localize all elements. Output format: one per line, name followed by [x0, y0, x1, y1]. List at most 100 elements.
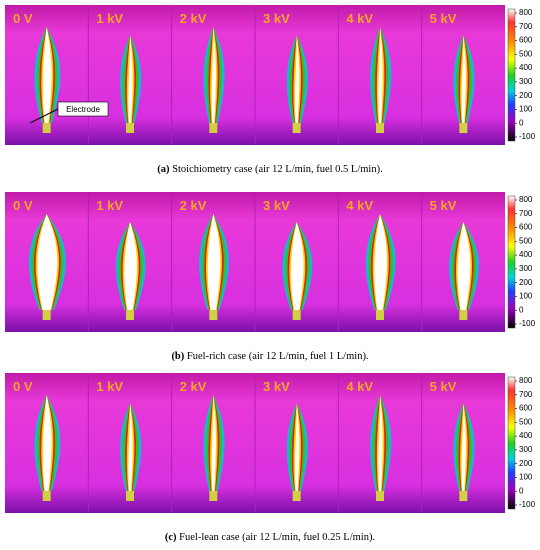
colorbar-tick-label: 500	[519, 236, 533, 245]
colorbar-tick-label: 400	[519, 63, 533, 72]
burner	[42, 310, 51, 320]
flame	[295, 403, 300, 491]
voltage-label: 0 V	[13, 11, 33, 26]
flame	[128, 403, 133, 491]
burner	[209, 491, 218, 501]
burner	[126, 491, 134, 501]
voltage-label: 3 kV	[263, 11, 290, 26]
colorbar	[507, 376, 516, 510]
colorbar-tick-label: 0	[519, 118, 524, 127]
caption-text: Fuel-lean case (air 12 L/min, fuel 0.25 …	[179, 532, 375, 543]
flame	[461, 35, 466, 123]
colorbar-tick-label: -100	[519, 132, 536, 141]
flame	[295, 35, 300, 123]
annotation: Electrode	[66, 105, 100, 114]
annotation-box	[57, 101, 109, 117]
caption-label: (a)	[157, 164, 170, 175]
burner	[376, 491, 384, 501]
colorbar-tick-label: 500	[519, 49, 533, 58]
colorbar-tick-label: 800	[519, 376, 533, 385]
flame	[461, 403, 466, 491]
voltage-label: 0 V	[13, 198, 33, 213]
voltage-label: 1 kV	[96, 379, 123, 394]
colorbar-tick-label: -100	[519, 500, 536, 509]
flame	[211, 27, 216, 123]
voltage-label: 4 kV	[346, 198, 373, 213]
colorbar-tick-label: 600	[519, 36, 533, 45]
caption-text: Fuel-rich case (air 12 L/min, fuel 1 L/m…	[187, 351, 369, 362]
colorbar-tick-label: 100	[519, 473, 533, 482]
voltage-label: 2 kV	[180, 198, 207, 213]
voltage-label: 0 V	[13, 379, 33, 394]
colorbar-tick-label: 400	[519, 431, 533, 440]
caption: (a) Stoichiometry case (air 12 L/min, fu…	[157, 164, 382, 175]
voltage-label: 5 kV	[430, 11, 457, 26]
colorbar-tick-label: 800	[519, 195, 533, 204]
flame	[42, 395, 52, 491]
flame	[128, 35, 133, 123]
burner	[209, 310, 218, 320]
colorbar-tick-label: 800	[519, 8, 533, 17]
colorbar-tick-label: 0	[519, 305, 524, 314]
colorbar-tick-label: 300	[519, 77, 533, 86]
annotation-arrow	[29, 108, 59, 124]
caption-label: (b)	[171, 351, 184, 362]
colorbar-tick-label: 600	[519, 404, 533, 413]
caption-text: Stoichiometry case (air 12 L/min, fuel 0…	[172, 164, 383, 175]
colorbar-tick-label: 600	[519, 223, 533, 232]
colorbar-tick-label: 500	[519, 417, 533, 426]
voltage-label: 1 kV	[96, 11, 123, 26]
colorbar-tick-label: 300	[519, 445, 533, 454]
flame	[457, 222, 471, 310]
colorbar-tick-label: 200	[519, 278, 533, 287]
voltage-label: 5 kV	[430, 379, 457, 394]
voltage-label: 5 kV	[430, 198, 457, 213]
voltage-label: 1 kV	[96, 198, 123, 213]
burner	[376, 310, 384, 320]
colorbar	[507, 8, 516, 142]
voltage-label: 2 kV	[180, 379, 207, 394]
flame	[211, 395, 216, 491]
flame	[378, 395, 383, 491]
caption: (b) Fuel-rich case (air 12 L/min, fuel 1…	[171, 351, 368, 362]
voltage-label: 3 kV	[263, 379, 290, 394]
caption: (c) Fuel-lean case (air 12 L/min, fuel 0…	[165, 532, 375, 543]
flame	[378, 27, 383, 123]
burner	[126, 123, 134, 133]
burner	[42, 491, 51, 501]
flame	[291, 222, 304, 310]
burner	[459, 491, 468, 501]
burner	[209, 123, 218, 133]
burner	[292, 123, 301, 133]
colorbar-tick-label: 200	[519, 459, 533, 468]
voltage-label: 4 kV	[346, 11, 373, 26]
burner	[459, 123, 468, 133]
flame	[124, 222, 137, 310]
flame	[37, 214, 58, 310]
colorbar-tick-label: 700	[519, 22, 533, 31]
colorbar-tick-label: 700	[519, 209, 533, 218]
colorbar-tick-label: 400	[519, 250, 533, 259]
burner	[126, 310, 134, 320]
voltage-label: 2 kV	[180, 11, 207, 26]
burner	[376, 123, 384, 133]
burner	[292, 310, 301, 320]
flame	[374, 214, 387, 310]
colorbar-tick-label: 100	[519, 292, 533, 301]
colorbar-tick-label: 700	[519, 390, 533, 399]
colorbar-tick-label: 200	[519, 91, 533, 100]
colorbar	[507, 195, 516, 329]
burner	[42, 123, 51, 133]
burner	[459, 310, 468, 320]
colorbar-tick-label: 0	[519, 486, 524, 495]
colorbar-tick-label: 100	[519, 105, 533, 114]
flame	[42, 27, 52, 123]
burner	[292, 491, 301, 501]
panel: 0 V 1 kV 2 kV 3 kV 4 kV 5 kV 800 700 600 500 400 30…	[5, 192, 536, 332]
flame	[207, 214, 221, 310]
panel: 0 V 1 kV 2 kV 3 kV 4 kV 5 kV Electrode 800 700 60…	[5, 5, 536, 145]
caption-label: (c)	[165, 532, 177, 543]
colorbar-tick-label: -100	[519, 319, 536, 328]
voltage-label: 4 kV	[346, 379, 373, 394]
